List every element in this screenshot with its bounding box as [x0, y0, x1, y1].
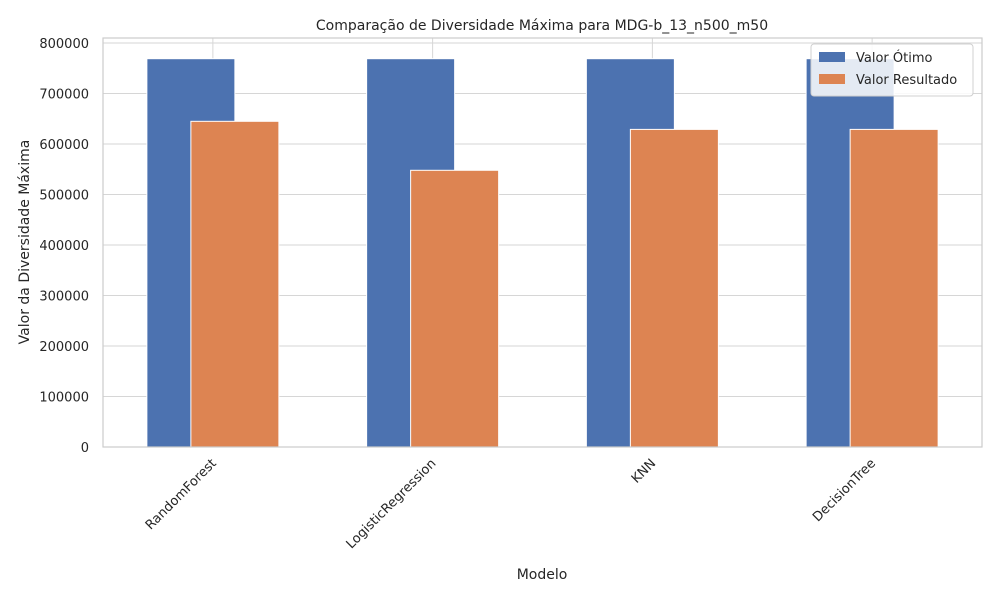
legend: Valor Ótimo Valor Resultado — [810, 43, 974, 97]
y-tick-label: 800000 — [39, 37, 89, 52]
y-tick-label: 200000 — [39, 340, 89, 355]
bar-resultado — [410, 169, 500, 448]
x-tick-label: LogisticRegression — [344, 456, 440, 552]
x-tick-label: RandomForest — [143, 456, 220, 533]
x-tick-label: KNN — [629, 456, 659, 486]
y-tick-label: 600000 — [39, 138, 89, 153]
legend-swatch — [819, 52, 845, 62]
x-axis-label: Modelo — [517, 567, 568, 583]
legend-label: Valor Resultado — [856, 73, 957, 88]
y-tick-labels: 0 100000 200000 300000 400000 500000 600000 700… — [39, 37, 89, 456]
y-axis-label: Valor da Diversidade Máxima — [17, 140, 33, 345]
legend-box — [810, 43, 974, 97]
y-tick-label: 0 — [81, 441, 89, 456]
y-tick-label: 400000 — [39, 239, 89, 254]
legend-swatch — [819, 74, 845, 84]
bars — [146, 58, 939, 448]
x-tick-label: DecisionTree — [810, 456, 879, 525]
chart-title: Comparação de Diversidade Máxima para MD… — [316, 18, 768, 34]
plot-area-frame — [102, 37, 983, 448]
y-tick-label: 300000 — [39, 290, 89, 305]
y-tick-label: 700000 — [39, 88, 89, 103]
x-tick-labels: RandomForest LogisticRegression KNN Decisio… — [143, 456, 879, 552]
y-tick-label: 100000 — [39, 391, 89, 406]
y-tick-label: 500000 — [39, 189, 89, 204]
legend-label: Valor Ótimo — [856, 50, 932, 66]
bar-resultado — [849, 128, 939, 448]
bar-resultado — [190, 120, 280, 448]
bar-resultado — [629, 128, 719, 448]
